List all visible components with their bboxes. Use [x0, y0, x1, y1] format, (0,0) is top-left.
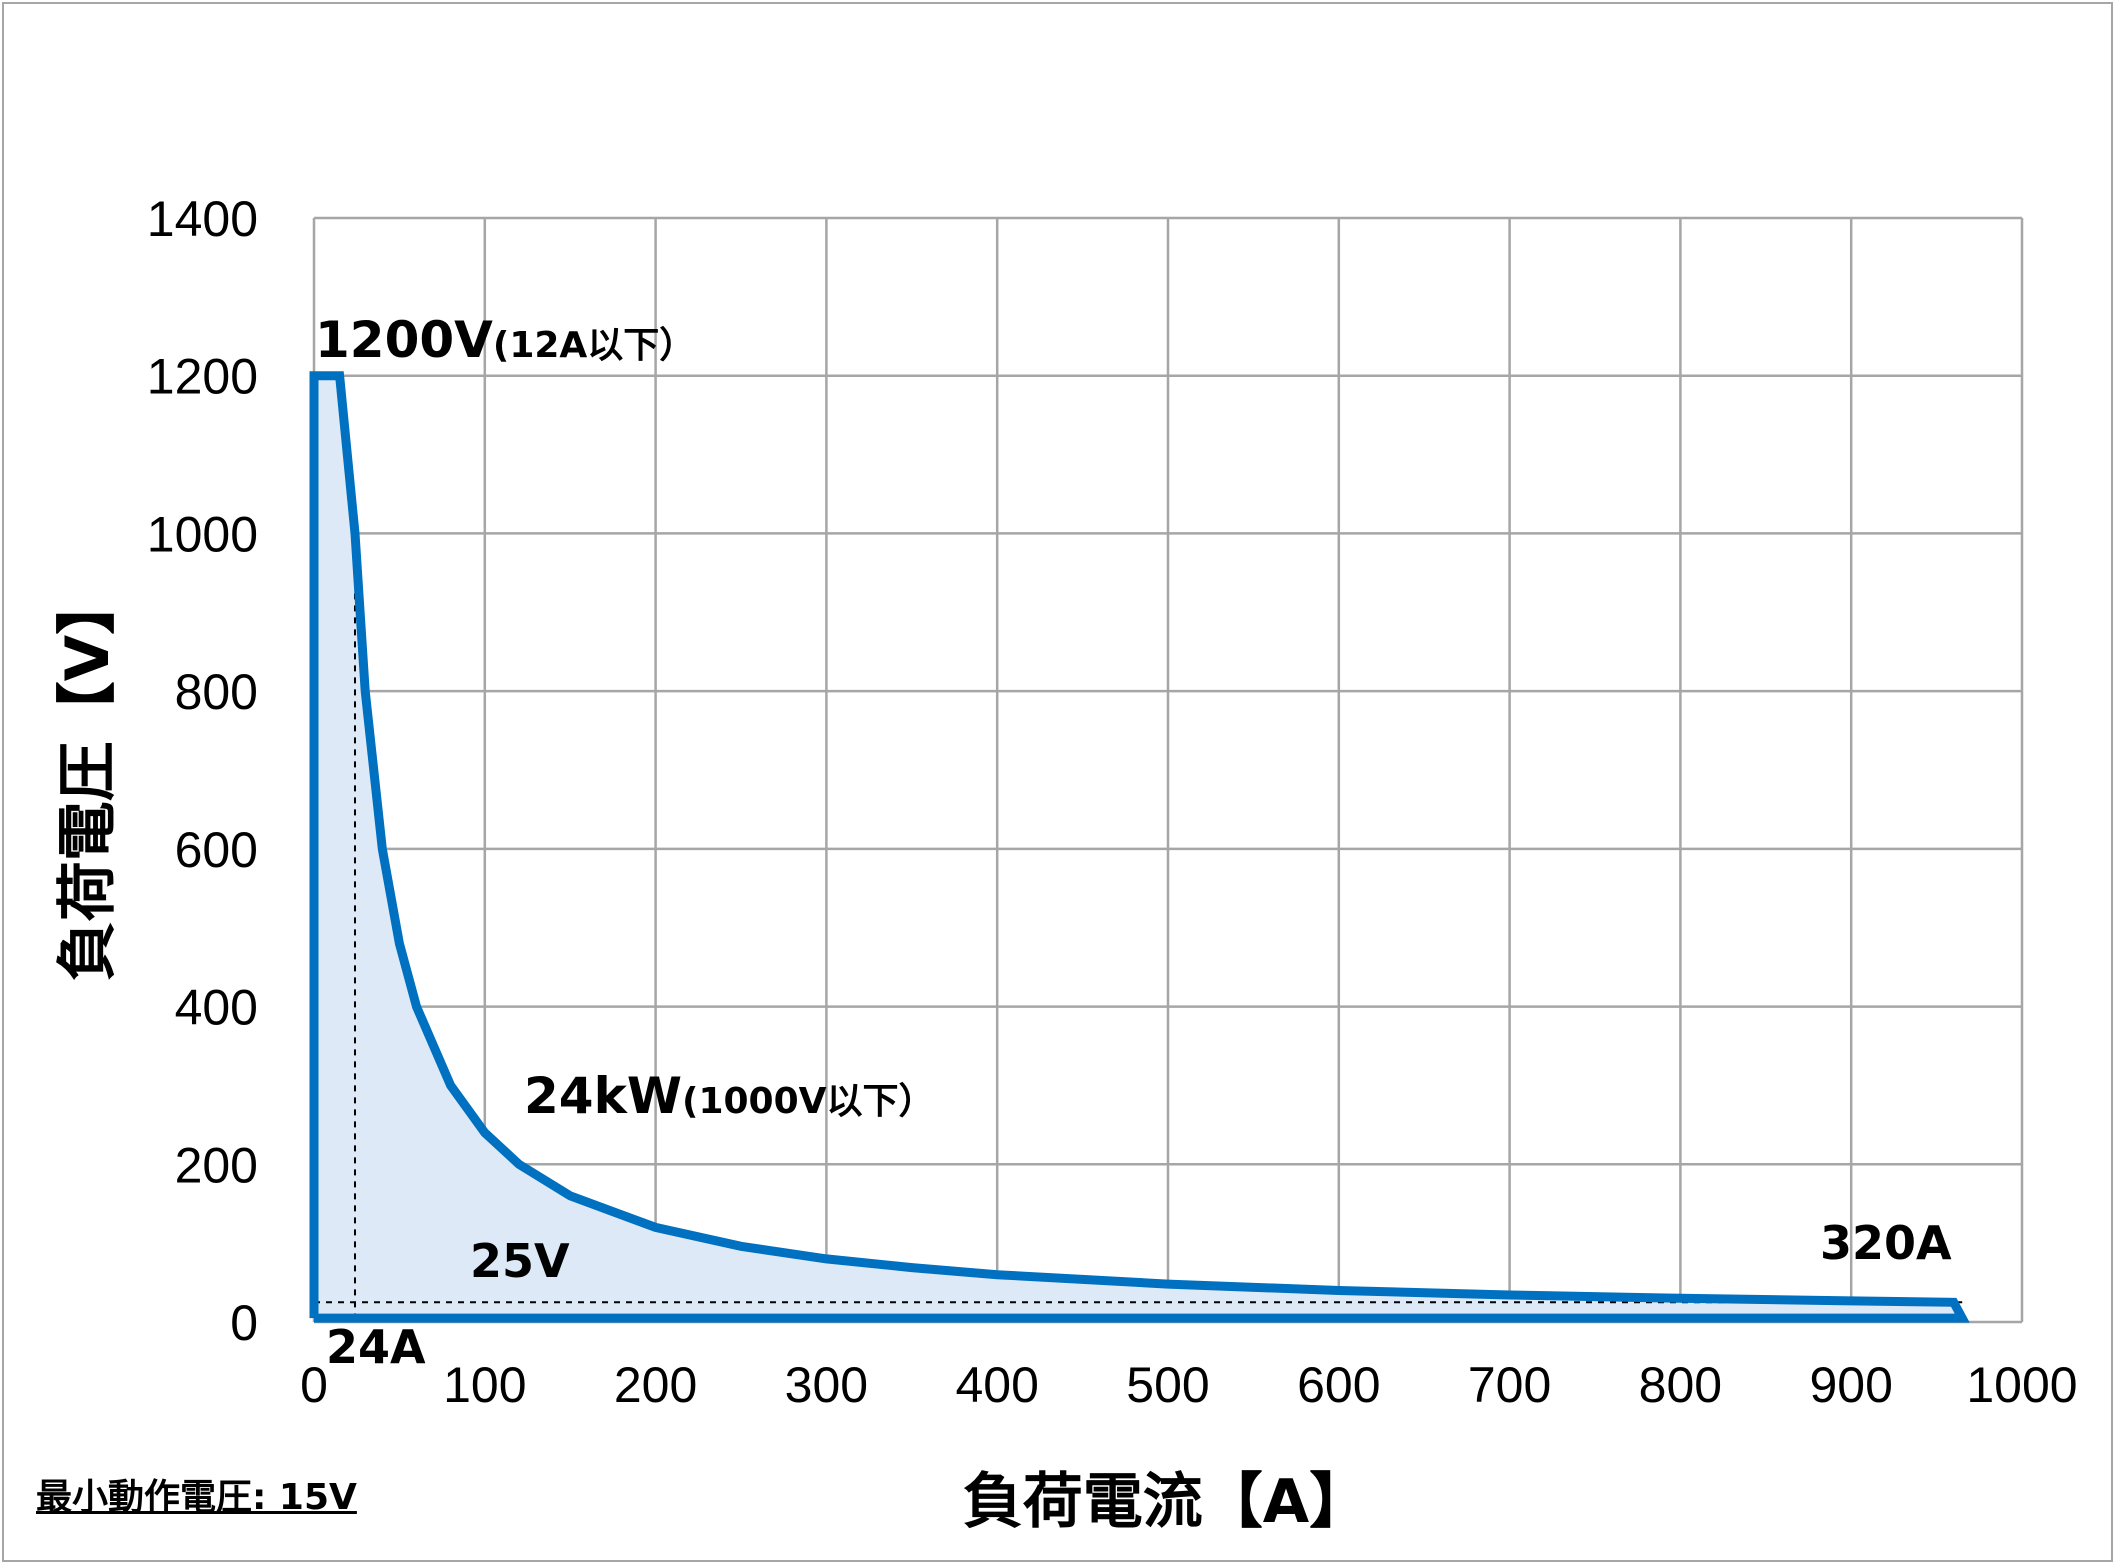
x-tick-label-3: 300	[785, 1357, 868, 1413]
annotation-max-voltage: 1200V(12A以下）	[315, 311, 695, 369]
x-tick-label-6: 600	[1297, 1357, 1380, 1413]
x-tick-label-1: 100	[443, 1357, 526, 1413]
minimum-operating-voltage-note: 最小動作電圧: 15V	[36, 1477, 357, 1518]
x-tick-label-4: 400	[955, 1357, 1038, 1413]
x-tick-label-7: 700	[1468, 1357, 1551, 1413]
operating-area	[314, 375, 1963, 1319]
annotation-24a: 24A	[326, 1320, 426, 1374]
x-tick-label-9: 900	[1809, 1357, 1892, 1413]
x-tick-labels: 0 100 200 300 400 500 600 700 800 900 1000	[300, 1357, 2078, 1413]
y-tick-label-0: 0	[230, 1295, 258, 1351]
annotation-25v: 25V	[470, 1234, 570, 1288]
annotation-power: 24kW(1000V以下）	[524, 1067, 935, 1125]
operating-area-fill	[314, 375, 1963, 1319]
y-tick-label-1: 200	[175, 1137, 258, 1193]
y-tick-labels: 0 200 400 600 800 1000 1200 1400	[147, 191, 258, 1351]
y-tick-label-7: 1400	[147, 191, 258, 247]
y-tick-label-5: 1000	[147, 506, 258, 562]
y-axis-title: 負荷電圧【V】	[53, 575, 123, 981]
y-tick-label-6: 1200	[147, 349, 258, 405]
x-tick-label-2: 200	[614, 1357, 697, 1413]
annotation-320a: 320A	[1820, 1216, 1952, 1270]
y-tick-label-4: 800	[175, 664, 258, 720]
x-tick-label-5: 500	[1126, 1357, 1209, 1413]
x-axis-title: 負荷電流【A】	[963, 1467, 1369, 1537]
y-tick-label-3: 600	[175, 822, 258, 878]
grid	[312, 216, 2024, 1324]
x-tick-label-0: 0	[300, 1357, 328, 1413]
x-tick-label-8: 800	[1639, 1357, 1722, 1413]
series-layer	[309, 371, 1970, 1323]
y-tick-label-2: 400	[175, 980, 258, 1036]
series-line	[309, 371, 1970, 1323]
x-tick-label-10: 1000	[1966, 1357, 2077, 1413]
